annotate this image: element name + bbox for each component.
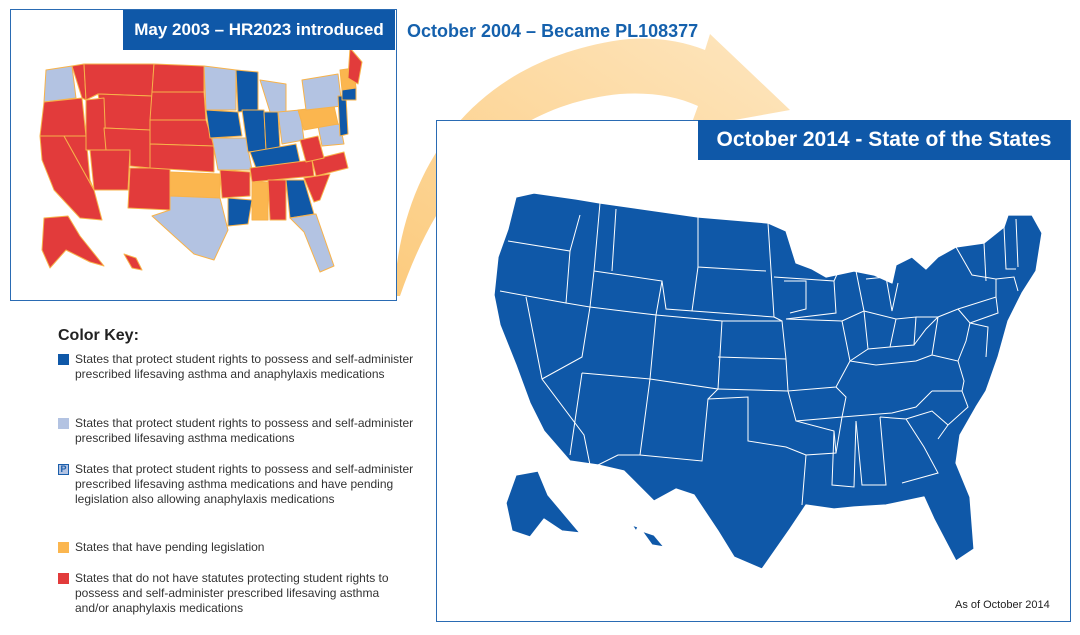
red-swatch-icon xyxy=(58,573,69,584)
color-key-text: States that protect student rights to po… xyxy=(75,416,414,445)
us-map-2003 xyxy=(39,47,363,273)
pending-p-swatch-icon: P xyxy=(58,464,69,475)
color-key-item: P States that protect student rights to … xyxy=(58,462,418,524)
color-key-text: States that do not have statutes protect… xyxy=(75,571,389,615)
arrow-label: October 2004 – Became PL108377 xyxy=(407,21,699,41)
color-key-text: States that protect student rights to po… xyxy=(75,462,414,506)
as-of-date-note: As of October 2014 xyxy=(955,599,1050,611)
map-title-2003: May 2003 – HR2023 introduced xyxy=(123,10,395,50)
light-blue-swatch-icon xyxy=(58,418,69,429)
map-title-2014: October 2014 - State of the States xyxy=(698,120,1070,160)
orange-swatch-icon xyxy=(58,542,69,553)
color-key-item: States that have pending legislation xyxy=(58,540,418,556)
dark-blue-swatch-icon xyxy=(58,354,69,365)
color-key-item: States that protect student rights to po… xyxy=(58,416,418,447)
color-key-item: States that do not have statutes protect… xyxy=(58,571,418,617)
color-key-text: States that protect student rights to po… xyxy=(75,352,414,381)
us-map-2014 xyxy=(493,192,1043,570)
color-key-heading: Color Key: xyxy=(58,327,139,344)
color-key-item: States that protect student rights to po… xyxy=(58,352,418,398)
color-key-text: States that have pending legislation xyxy=(75,540,265,554)
